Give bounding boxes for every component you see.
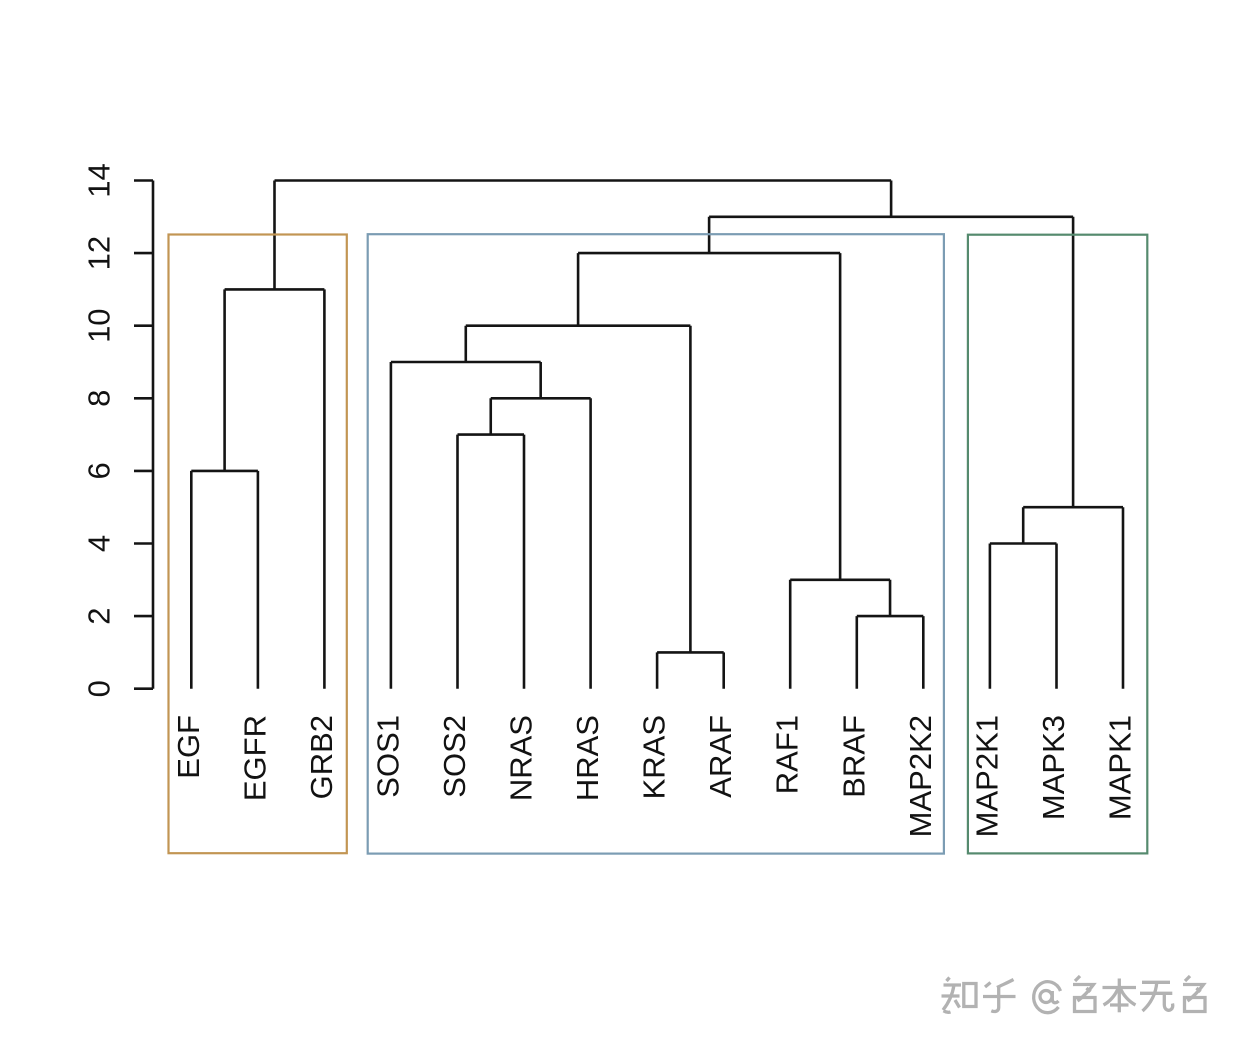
svg-text:SOS1: SOS1 bbox=[370, 715, 405, 798]
svg-text:RAF1: RAF1 bbox=[770, 715, 805, 794]
svg-text:NRAS: NRAS bbox=[504, 715, 539, 801]
svg-text:KRAS: KRAS bbox=[637, 715, 672, 799]
svg-text:ARAF: ARAF bbox=[703, 715, 738, 798]
svg-text:8: 8 bbox=[82, 390, 117, 407]
svg-text:SOS2: SOS2 bbox=[437, 715, 472, 798]
svg-text:MAPK3: MAPK3 bbox=[1036, 715, 1071, 820]
svg-text:MAP2K1: MAP2K1 bbox=[969, 715, 1004, 837]
svg-text:4: 4 bbox=[82, 535, 117, 552]
svg-text:6: 6 bbox=[82, 462, 117, 479]
svg-text:BRAF: BRAF bbox=[836, 715, 871, 798]
svg-text:HRAS: HRAS bbox=[570, 715, 605, 801]
svg-text:MAPK1: MAPK1 bbox=[1103, 715, 1138, 820]
svg-text:2: 2 bbox=[82, 607, 117, 624]
svg-text:12: 12 bbox=[82, 236, 117, 270]
svg-text:GRB2: GRB2 bbox=[304, 715, 339, 799]
svg-text:EGF: EGF bbox=[171, 715, 206, 779]
svg-text:10: 10 bbox=[82, 308, 117, 342]
svg-text:EGFR: EGFR bbox=[237, 715, 272, 801]
svg-text:0: 0 bbox=[82, 680, 117, 697]
svg-text:14: 14 bbox=[82, 163, 117, 197]
svg-text:MAP2K2: MAP2K2 bbox=[903, 715, 938, 837]
